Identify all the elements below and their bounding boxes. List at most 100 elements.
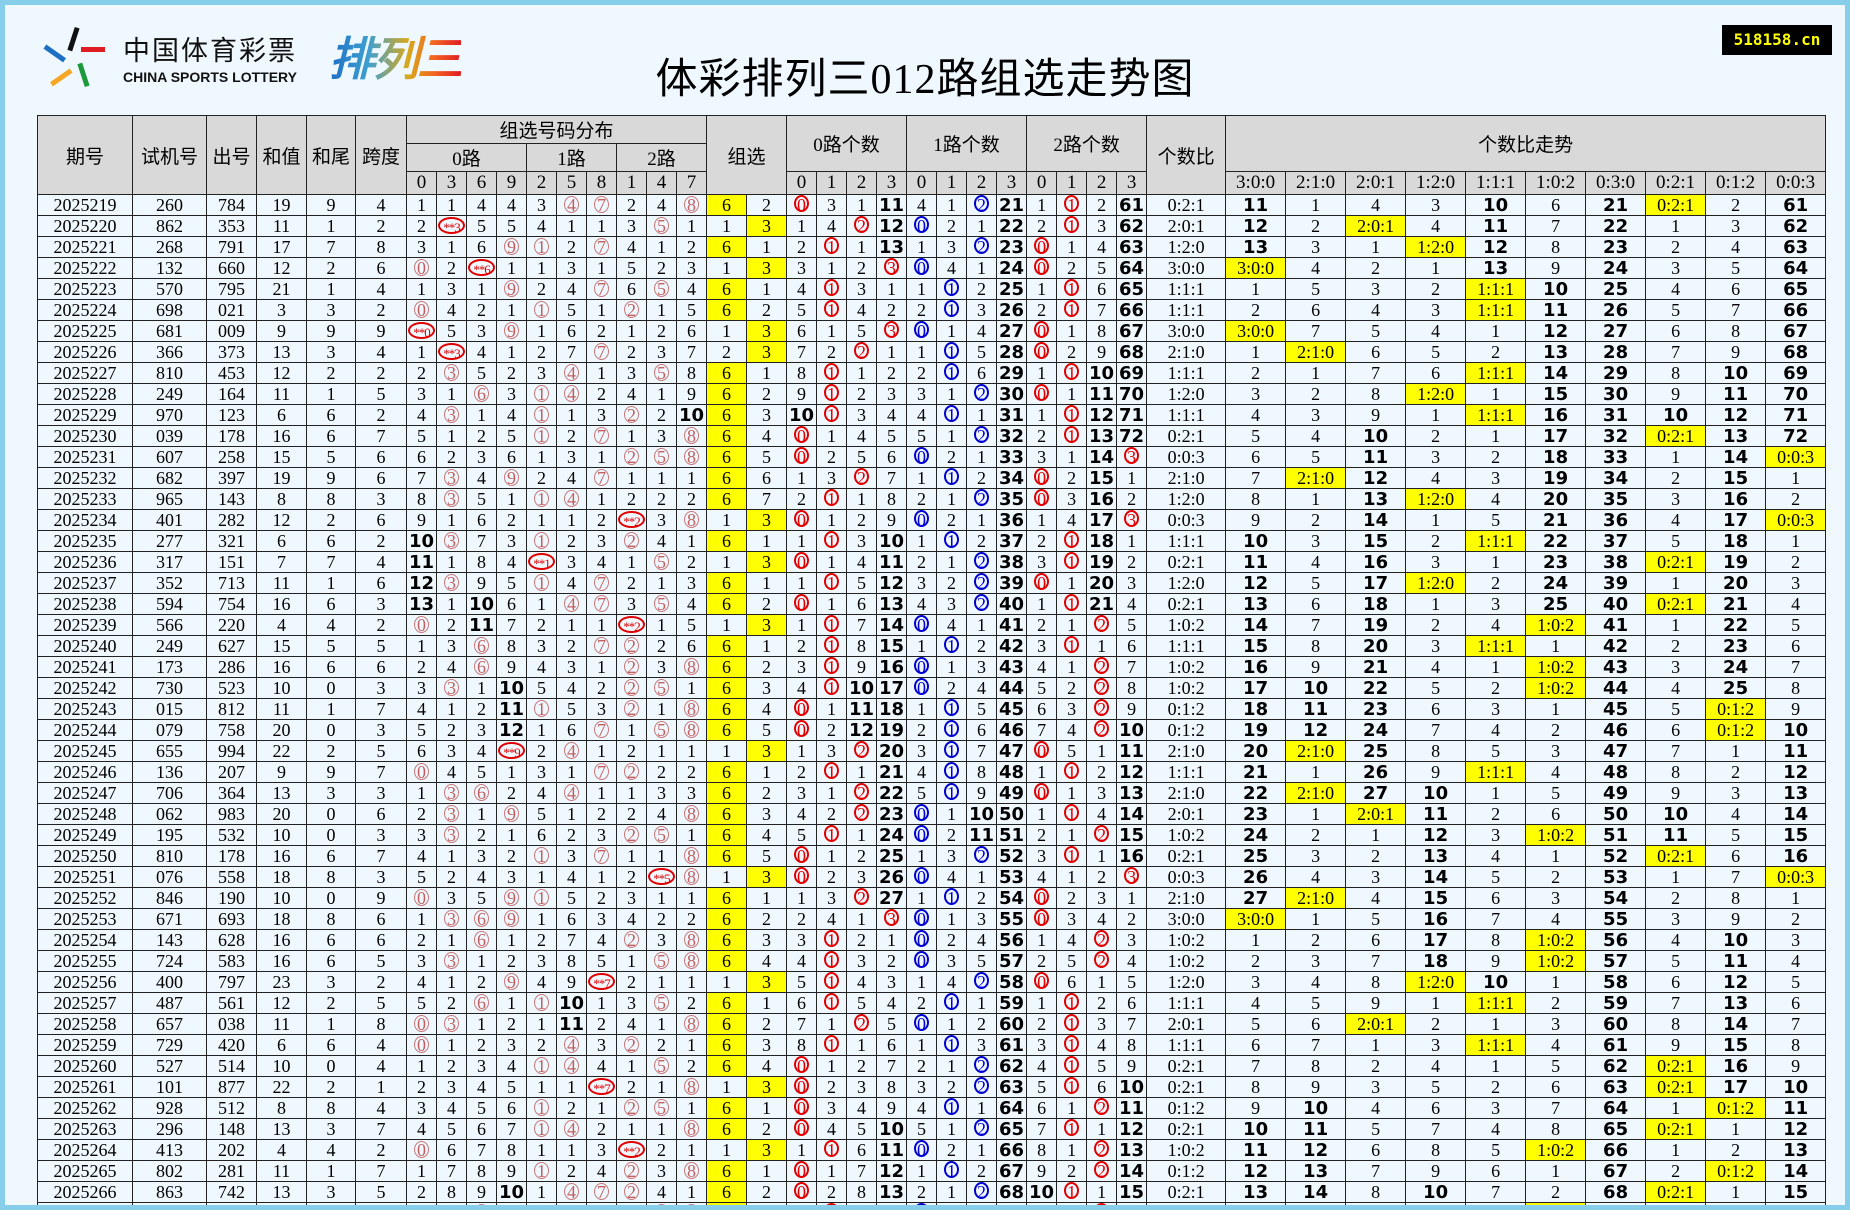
c0-count-omission: 1 [786, 572, 818, 594]
dist-cell-omission: 12 [496, 719, 527, 741]
cell-tail: 1 [306, 572, 356, 594]
circled-count: 0 [794, 426, 810, 445]
trend-cell-omission: 6 [1345, 929, 1407, 951]
group-cell-omission: 1 [746, 992, 788, 1014]
table-row: 2025237 352 713 11 1 6 12 3 9 5 1 4 7 2 1 3 6 1 1 1 5 12 3 2 2 39… [37, 572, 1827, 594]
c2-count-hit: 2 [1086, 656, 1118, 678]
group-cell-hit: 6 [706, 635, 748, 657]
trend-cell-omission: 10 [1285, 1097, 1347, 1119]
circled-digit: 4 [564, 594, 579, 613]
cell-issue: 2025241 [37, 656, 133, 678]
cell-ratio: 0:1:2 [1146, 1160, 1227, 1182]
circled-digit: 8 [684, 1119, 699, 1138]
dist-cell-hit: 2 [616, 1034, 647, 1056]
dist-cell-omission: 1 [526, 1139, 557, 1161]
c1-count-omission: 44 [996, 677, 1028, 699]
c2-count-omission: 3 [1026, 845, 1058, 867]
group-cell-hit: 6 [706, 383, 748, 405]
c0-count-omission: 4 [876, 404, 908, 426]
dist-cell-omission: 1 [556, 1076, 587, 1098]
trend-cell-omission: 8 [1525, 1118, 1587, 1140]
circled-digit: 1 [534, 1119, 549, 1138]
dist-cell-hit: 0 [406, 887, 437, 909]
cell-issue: 2025244 [37, 719, 133, 741]
circled-digit: 3 [444, 405, 459, 424]
dist-cell-omission: 1 [406, 278, 437, 300]
dist-cell-hit: 6 [466, 635, 497, 657]
c0-count-hit: 1 [816, 824, 848, 846]
circled-count: 1 [1064, 279, 1080, 298]
trend-cell-omission: 3 [1465, 1097, 1527, 1119]
site-badge[interactable]: 518158.cn [1722, 25, 1832, 55]
c2-count-hit: 1 [1056, 215, 1088, 237]
trend-cell-omission: 9 [1705, 341, 1767, 363]
circled-count: 0 [914, 1140, 930, 1159]
cell-sum: 11 [256, 1013, 307, 1035]
c1-count-hit: 0 [906, 908, 938, 930]
trend-cell-omission: 13 [1465, 257, 1527, 279]
trend-cell-omission: 4 [1345, 887, 1407, 909]
trend-cell-omission: 17 [1345, 572, 1407, 594]
circled-count: 3 [1124, 447, 1140, 466]
group-cell-omission: 1 [746, 887, 788, 909]
circled-digit: 1 [534, 846, 549, 865]
group-cell-omission: 1 [706, 866, 748, 888]
trend-cell-omission: 14 [1225, 1202, 1287, 1205]
dist-cell-omission: 5 [556, 299, 587, 321]
cell-span: 3 [355, 593, 407, 615]
circled-count: 0 [1034, 489, 1050, 508]
cell-ratio: 3:0:0 [1146, 908, 1227, 930]
table-row: 2025219 260 784 19 9 4 1 1 4 4 3 4 7 2 4 8 6 2 0 3 1 11 4 1 2 21 1… [37, 194, 1827, 216]
trend-cell-omission: 8 [1405, 740, 1467, 762]
cell-test: 655 [132, 740, 207, 762]
c0-count-omission: 17 [876, 677, 908, 699]
dist-cell-omission: 3 [436, 1076, 467, 1098]
group-cell-hit: 6 [706, 992, 748, 1014]
dist-cell-omission: 2 [526, 278, 557, 300]
dist-cell-omission: 1 [526, 1076, 557, 1098]
dist-cell-omission: 8 [436, 1181, 467, 1203]
dist-cell-omission: 8 [496, 635, 527, 657]
c1-count-omission: 48 [996, 761, 1028, 783]
c2-count-omission: 17 [1086, 509, 1118, 531]
circled-digit: 8 [684, 846, 699, 865]
trend-cell-omission: 13 [1765, 1139, 1827, 1161]
cell-span: 5 [355, 383, 407, 405]
trend-cell-hit: 1:2:0 [1405, 572, 1467, 594]
dist-cell-omission: 1 [616, 1118, 647, 1140]
dist-cell-omission: 5 [556, 698, 587, 720]
header-trend-0-0-3: 0:0:3 [1765, 171, 1827, 195]
c1-count-omission: 1 [966, 446, 998, 468]
dist-cell-omission: 5 [406, 866, 437, 888]
cell-tail: 3 [306, 299, 356, 321]
table-row: 2025222 132 660 12 2 6 0 2 **6 1 1 3 1 5 2 3 1 3 3 1 2 3 0 4 1 24… [37, 257, 1827, 279]
dist-cell-omission: 10 [466, 593, 497, 615]
cell-ratio: 1:2:0 [1146, 488, 1227, 510]
trend-cell-omission: 19 [1705, 551, 1767, 573]
dist-cell-hit: 1 [526, 1160, 557, 1182]
c2-count-hit: 2 [1086, 929, 1118, 951]
c2-count-omission: 8 [1116, 1034, 1148, 1056]
c0-count-omission: 1 [786, 215, 818, 237]
trend-cell-omission: 17 [1705, 1076, 1767, 1098]
trend-cell-omission: 6 [1465, 1160, 1527, 1182]
circled-digit: 2 [624, 1098, 639, 1117]
c1-count-hit: 0 [906, 320, 938, 342]
circled-digit: 3 [444, 468, 459, 487]
circled-count: 2 [1094, 720, 1110, 739]
c1-count-omission: 39 [996, 572, 1028, 594]
trend-cell-omission: 2 [1525, 719, 1587, 741]
c1-count-omission: 42 [996, 635, 1028, 657]
trend-cell-omission: 9 [1345, 404, 1407, 426]
c1-count-omission: 3 [936, 236, 968, 258]
cell-sum: 6 [256, 530, 307, 552]
cell-issue: 2025242 [37, 677, 133, 699]
c0-count-hit: 0 [786, 551, 818, 573]
dist-cell-hit: 1 [526, 488, 557, 510]
c1-count-omission: 4 [966, 320, 998, 342]
c2-count-hit: 1 [1056, 593, 1088, 615]
header-issue: 期号 [37, 115, 133, 195]
cell-sum: 22 [256, 740, 307, 762]
c1-count-omission: 41 [996, 614, 1028, 636]
trend-cell-omission: 4 [1645, 677, 1707, 699]
